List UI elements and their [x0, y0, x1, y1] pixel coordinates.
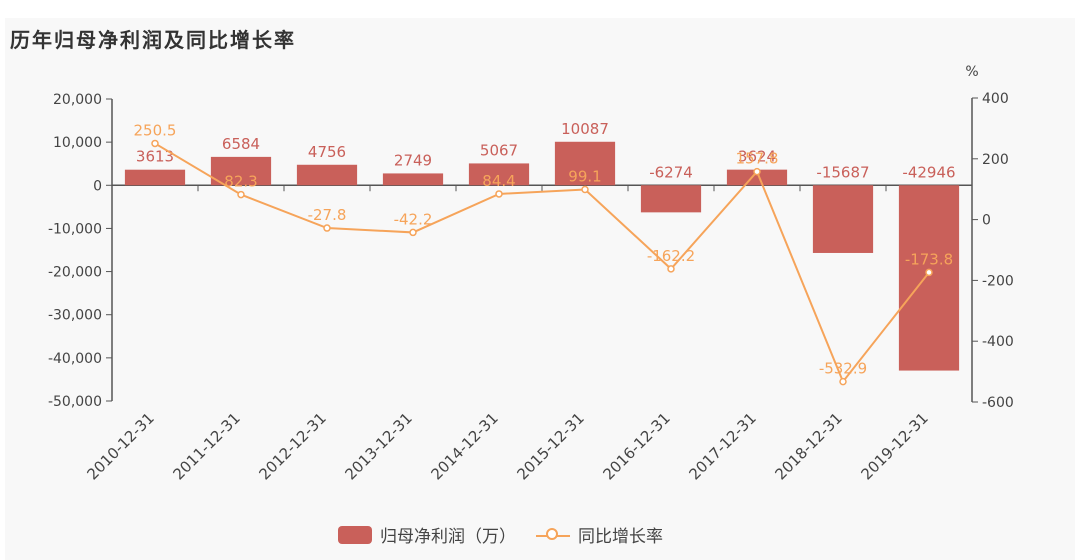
svg-text:2014-12-31: 2014-12-31	[427, 409, 501, 483]
svg-text:2013-12-31: 2013-12-31	[341, 409, 415, 483]
svg-text:-50,000: -50,000	[48, 394, 102, 410]
svg-text:2011-12-31: 2011-12-31	[169, 409, 243, 483]
svg-text:2019-12-31: 2019-12-31	[857, 409, 931, 483]
svg-text:82.3: 82.3	[224, 173, 257, 191]
svg-text:2015-12-31: 2015-12-31	[513, 409, 587, 483]
svg-text:-20,000: -20,000	[48, 265, 102, 281]
svg-text:0: 0	[93, 178, 102, 194]
svg-text:200: 200	[982, 152, 1009, 168]
svg-text:-42946: -42946	[902, 163, 955, 181]
legend: 归母净利润（万） 同比增长率	[338, 522, 663, 547]
svg-text:3613: 3613	[136, 148, 174, 166]
legend-line-marker-icon[interactable]	[536, 526, 570, 544]
legend-line-label[interactable]: 同比增长率	[578, 527, 663, 547]
svg-text:2016-12-31: 2016-12-31	[599, 409, 673, 483]
chart-panel	[5, 18, 1075, 560]
svg-text:250.5: 250.5	[134, 121, 177, 139]
svg-text:-173.8: -173.8	[905, 250, 953, 268]
svg-text:%: %	[965, 64, 978, 80]
svg-text:-30,000: -30,000	[48, 308, 102, 324]
svg-text:-27.8: -27.8	[308, 206, 347, 224]
svg-text:5067: 5067	[480, 141, 518, 159]
svg-text:-600: -600	[982, 395, 1014, 411]
svg-text:6584: 6584	[222, 135, 260, 153]
svg-text:-400: -400	[982, 334, 1014, 350]
svg-text:2749: 2749	[394, 151, 432, 169]
svg-text:2010-12-31: 2010-12-31	[83, 409, 157, 483]
svg-text:-15687: -15687	[816, 163, 869, 181]
svg-text:2018-12-31: 2018-12-31	[771, 409, 845, 483]
legend-bar-swatch-icon[interactable]	[338, 525, 372, 544]
svg-text:4756: 4756	[308, 143, 346, 161]
svg-text:10087: 10087	[561, 120, 609, 138]
svg-text:400: 400	[982, 91, 1009, 107]
svg-text:-532.9: -532.9	[819, 360, 867, 378]
svg-text:10,000: 10,000	[53, 135, 102, 151]
svg-text:2017-12-31: 2017-12-31	[685, 409, 759, 483]
svg-text:157.8: 157.8	[736, 150, 779, 168]
svg-text:2012-12-31: 2012-12-31	[255, 409, 329, 483]
svg-text:-200: -200	[982, 273, 1014, 289]
svg-text:3624: 3624	[738, 148, 776, 166]
svg-text:-6274: -6274	[649, 163, 693, 181]
svg-text:84.4: 84.4	[482, 172, 515, 190]
svg-text:20,000: 20,000	[53, 92, 102, 108]
svg-text:0: 0	[982, 213, 991, 229]
svg-text:99.1: 99.1	[568, 167, 601, 185]
svg-text:-40,000: -40,000	[48, 351, 102, 367]
svg-text:-162.2: -162.2	[647, 247, 695, 265]
chart-title: 历年归母净利润及同比增长率	[10, 28, 296, 52]
legend-bar-label[interactable]: 归母净利润（万）	[380, 527, 516, 547]
svg-text:-10,000: -10,000	[48, 221, 102, 237]
svg-text:-42.2: -42.2	[394, 210, 433, 228]
